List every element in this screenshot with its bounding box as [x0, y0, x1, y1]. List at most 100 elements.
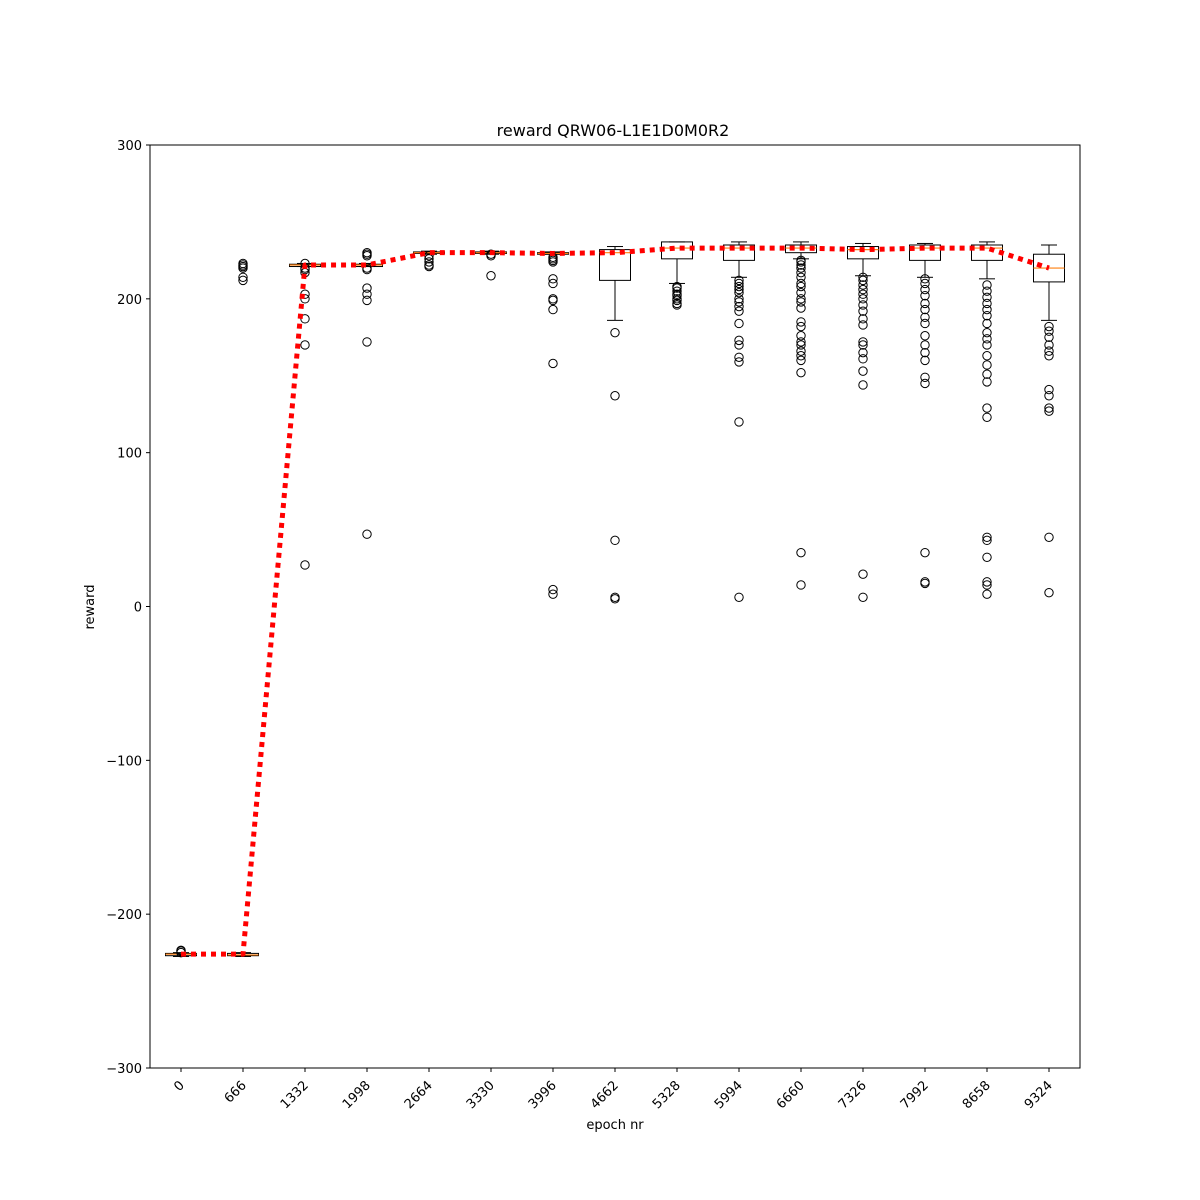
outlier-point	[982, 360, 992, 370]
outlier-point	[796, 317, 806, 327]
box	[785, 244, 817, 254]
box-group	[909, 242, 941, 589]
outlier-point	[858, 337, 868, 347]
outlier-point	[796, 346, 806, 356]
x-tick-label: 6660	[774, 1078, 808, 1112]
outlier-point	[300, 340, 310, 350]
outlier-point	[920, 312, 930, 322]
y-tick-label: 300	[117, 139, 142, 154]
outlier-point	[672, 294, 682, 304]
y-tick-label: 100	[117, 447, 142, 462]
outlier-point	[362, 295, 372, 306]
outlier-point	[1044, 406, 1054, 416]
box-group	[723, 241, 755, 602]
outlier-point	[858, 284, 868, 295]
outlier-point	[920, 284, 930, 295]
outlier-point	[610, 592, 620, 602]
outlier-point	[858, 300, 868, 310]
outlier-point	[982, 552, 992, 562]
y-tick-label: −200	[106, 908, 142, 923]
box-group	[289, 258, 321, 570]
outlier-point	[796, 355, 806, 366]
outlier-point	[734, 335, 744, 346]
outlier-point	[858, 366, 868, 376]
x-tick-label: 7326	[836, 1078, 870, 1112]
outlier-point	[1044, 384, 1054, 395]
outlier-point	[672, 298, 682, 309]
outlier-point	[734, 294, 744, 304]
outlier-point	[920, 318, 930, 329]
outlier-point	[858, 320, 868, 330]
y-tick-label: 0	[134, 601, 142, 616]
outlier-point	[796, 303, 806, 313]
outlier-point	[796, 297, 806, 307]
outlier-point	[672, 289, 682, 299]
outlier-point	[796, 287, 806, 298]
outlier-point	[982, 377, 992, 387]
outlier-point	[982, 318, 992, 329]
outlier-point	[982, 340, 992, 350]
outlier-point	[1044, 346, 1054, 356]
outlier-point	[548, 278, 558, 289]
outlier-point	[920, 577, 930, 587]
mean-line	[181, 245, 1050, 957]
x-tick-label: 666	[222, 1078, 250, 1106]
outlier-point	[920, 355, 930, 366]
outlier-point	[1044, 340, 1054, 350]
outlier-point	[672, 281, 682, 292]
x-tick-label: 0	[171, 1078, 187, 1094]
x-tick-label: 2664	[402, 1078, 436, 1112]
outlier-point	[858, 275, 868, 286]
y-tick-label: −300	[106, 1062, 142, 1077]
outlier-point	[1044, 391, 1054, 401]
x-axis-label: epoch nr	[586, 1118, 644, 1133]
box-group	[785, 241, 817, 590]
outlier-point	[1044, 332, 1054, 342]
outlier-point	[796, 340, 806, 350]
outlier-point	[982, 304, 992, 315]
outlier-point	[362, 247, 372, 258]
y-axis-label: reward	[83, 584, 98, 629]
outlier-point	[982, 577, 992, 587]
outlier-point	[858, 314, 868, 324]
box-group	[847, 242, 879, 602]
outlier-point	[982, 286, 992, 296]
x-tick-label: 1332	[278, 1078, 312, 1112]
outlier-point	[920, 274, 930, 284]
outlier-point	[548, 584, 558, 595]
outlier-point	[362, 337, 372, 347]
outlier-point	[734, 417, 744, 427]
x-tick-label: 8658	[960, 1078, 994, 1112]
x-tick-label: 7992	[898, 1078, 932, 1112]
outlier-point	[1044, 587, 1054, 598]
outlier-point	[734, 301, 744, 312]
outlier-point	[796, 255, 806, 266]
x-tick-label: 3330	[464, 1078, 498, 1112]
outlier-point	[610, 391, 620, 401]
outlier-point	[796, 263, 806, 273]
x-tick-label: 3996	[526, 1078, 560, 1112]
chart-title: reward QRW06-L1E1D0M0R2	[497, 121, 730, 140]
box-group	[661, 241, 693, 310]
outlier-point	[548, 304, 558, 315]
x-tick-label: 9324	[1022, 1078, 1056, 1112]
outlier-point	[734, 278, 744, 289]
outlier-point	[1044, 321, 1054, 332]
outlier-point	[920, 278, 930, 289]
outlier-point	[982, 334, 992, 344]
outlier-point	[734, 592, 744, 602]
outlier-point	[1044, 326, 1054, 336]
outlier-point	[982, 532, 992, 542]
outlier-point	[920, 331, 930, 341]
outlier-point	[238, 258, 248, 269]
outlier-point	[982, 580, 992, 590]
box	[599, 249, 631, 281]
outlier-point	[796, 337, 806, 347]
outlier-point	[610, 535, 620, 546]
outlier-point	[424, 254, 434, 264]
outlier-point	[548, 358, 558, 369]
outlier-point	[734, 287, 744, 298]
outlier-point	[796, 351, 806, 361]
outlier-point	[300, 294, 310, 304]
outlier-point	[486, 271, 496, 281]
